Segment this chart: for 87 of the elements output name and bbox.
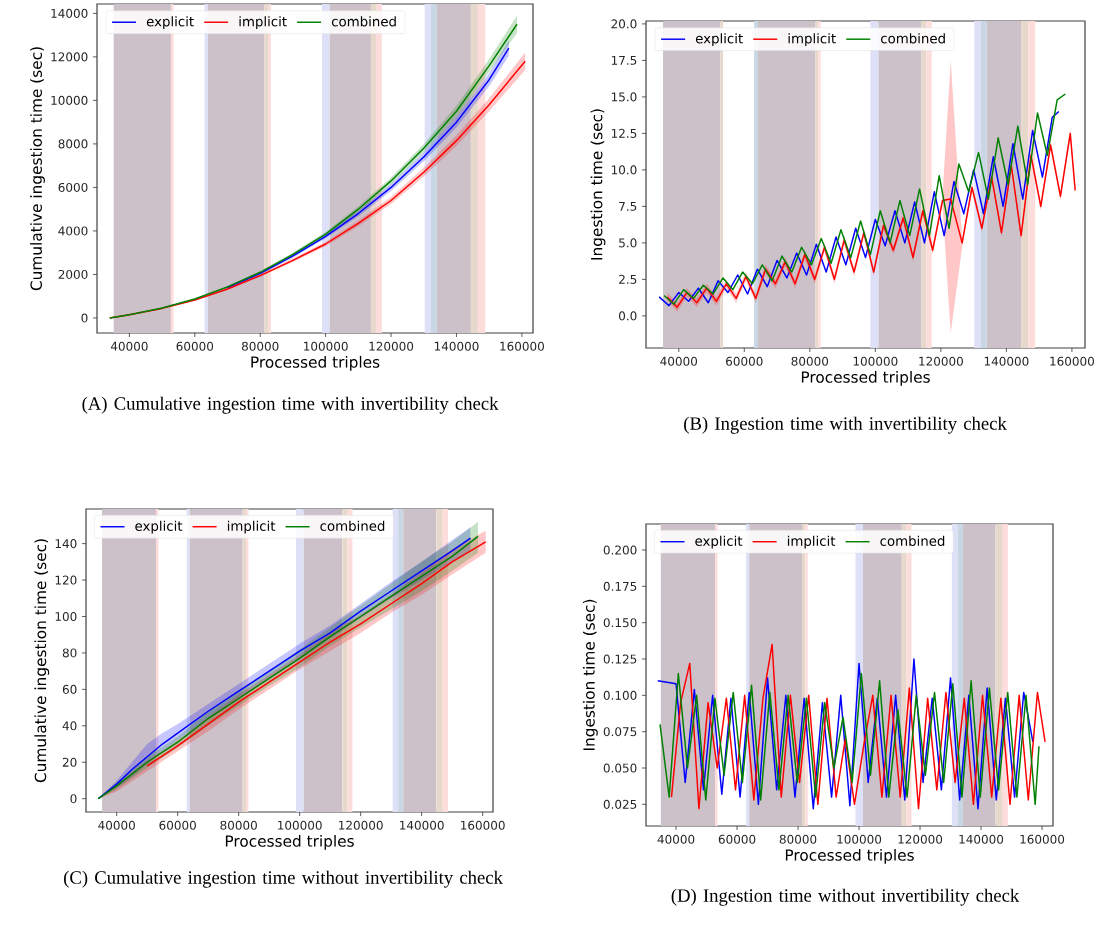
y-tick-label: 0.175 xyxy=(603,581,637,591)
legend-label: implicit xyxy=(227,520,276,534)
y-tick-label: 60 xyxy=(62,684,77,694)
x-tick-label: 80000 xyxy=(241,341,279,351)
x-tick-label: 80000 xyxy=(779,834,817,844)
y-tick-label: 10000 xyxy=(51,95,88,105)
text: (B) Ingestion time with invertibility check xyxy=(684,416,1007,434)
y-tick-label: 0.125 xyxy=(603,654,637,664)
x-tick-label: 160000 xyxy=(461,820,505,830)
line-series xyxy=(666,132,1076,308)
y-tick-label: 0.050 xyxy=(603,763,637,773)
legend-label: explicit xyxy=(695,33,743,47)
x-tick-label: 160000 xyxy=(1050,356,1094,366)
x-tick-label: 140000 xyxy=(400,820,444,830)
line-series xyxy=(226,47,510,289)
legend-label: combined xyxy=(880,535,945,546)
y-axis-title: Ingestion time (sec) xyxy=(590,109,606,260)
x-tick-label: 40000 xyxy=(98,820,135,830)
y-tick-label: 6000 xyxy=(58,182,88,192)
x-tick-label: 120000 xyxy=(369,341,414,351)
y-tick-label: 0 xyxy=(70,794,77,804)
x-tick-label: 100000 xyxy=(304,341,348,351)
x-tick-label: 140000 xyxy=(959,834,1004,844)
x-tick-label: 40000 xyxy=(657,834,695,844)
y-tick-label: 14000 xyxy=(51,8,88,18)
x-tick-label: 100000 xyxy=(837,834,882,844)
text: (D) Ingestion time without invertibility check xyxy=(671,888,1020,906)
x-tick-label: 120000 xyxy=(339,820,383,830)
x-axis-title: Processed triples xyxy=(785,848,914,864)
y-tick-label: 17.5 xyxy=(611,55,637,65)
y-tick-label: 0.0 xyxy=(619,311,637,321)
x-axis-title: Processed triples xyxy=(225,834,354,850)
y-axis-title: Cumulative ingestion time (sec) xyxy=(30,47,45,291)
y-tick-label: 0.200 xyxy=(603,545,637,555)
y-tick-label: 0.025 xyxy=(603,799,637,809)
x-tick-label: 80000 xyxy=(220,820,257,830)
x-tick-label: 60000 xyxy=(726,356,763,366)
y-tick-label: 2.5 xyxy=(619,274,637,284)
y-tick-label: 20.0 xyxy=(611,19,637,29)
y-axis-title: Ingestion time (sec) xyxy=(582,599,598,750)
y-tick-label: 15.0 xyxy=(611,92,637,102)
y-tick-label: 140 xyxy=(55,539,77,549)
y-tick-label: 0.150 xyxy=(603,618,637,628)
y-tick-label: 10.0 xyxy=(611,165,637,175)
x-tick-label: 100000 xyxy=(278,820,322,830)
y-tick-label: 0.100 xyxy=(603,690,637,700)
y-tick-label: 40 xyxy=(62,721,77,731)
x-tick-label: 120000 xyxy=(898,834,943,844)
x-axis-title: Processed triples xyxy=(801,370,930,386)
y-tick-label: 5.0 xyxy=(619,238,637,248)
y-tick-label: 80 xyxy=(62,648,77,658)
y-tick-label: 12.5 xyxy=(611,128,637,138)
y-tick-label: 0 xyxy=(81,313,88,323)
legend-label: combined xyxy=(881,33,945,44)
x-tick-label: 60000 xyxy=(176,341,214,351)
x-tick-label: 120000 xyxy=(919,356,963,366)
text: (C) Cumulative ingestion time without invertibility check xyxy=(64,870,503,888)
y-tick-label: 0.075 xyxy=(603,727,637,737)
x-tick-label: 160000 xyxy=(500,341,544,351)
legend-label: combined xyxy=(320,520,385,531)
y-tick-label: 12000 xyxy=(51,52,88,62)
x-tick-label: 40000 xyxy=(660,356,698,366)
y-tick-label: 20 xyxy=(62,757,77,767)
legend-label: combined xyxy=(331,16,396,27)
legend-label: explicit xyxy=(695,535,743,549)
y-tick-label: 120 xyxy=(55,575,77,585)
text: (A) Cumulative ingestion time with invertibility check xyxy=(82,396,499,414)
y-tick-label: 8000 xyxy=(58,139,88,149)
legend-label: implicit xyxy=(787,535,836,549)
x-tick-label: 100000 xyxy=(853,356,898,366)
x-tick-label: 60000 xyxy=(718,834,756,844)
x-axis-title: Processed triples xyxy=(251,355,380,371)
legend-label: explicit xyxy=(135,520,183,534)
legend-label: implicit xyxy=(788,33,836,47)
y-tick-label: 4000 xyxy=(58,226,88,236)
y-tick-label: 100 xyxy=(55,611,77,622)
legend-label: implicit xyxy=(239,16,287,30)
y-tick-label: 2000 xyxy=(58,269,88,279)
x-tick-label: 160000 xyxy=(1020,834,1065,844)
y-axis-title: Cumulative ingestion time (sec) xyxy=(34,539,50,783)
x-tick-label: 140000 xyxy=(984,356,1029,366)
x-tick-label: 140000 xyxy=(434,341,479,351)
y-tick-label: 7.5 xyxy=(619,201,637,211)
x-tick-label: 60000 xyxy=(159,820,196,830)
x-tick-label: 80000 xyxy=(791,356,829,366)
x-tick-label: 40000 xyxy=(110,341,148,351)
legend-label: explicit xyxy=(146,16,194,30)
